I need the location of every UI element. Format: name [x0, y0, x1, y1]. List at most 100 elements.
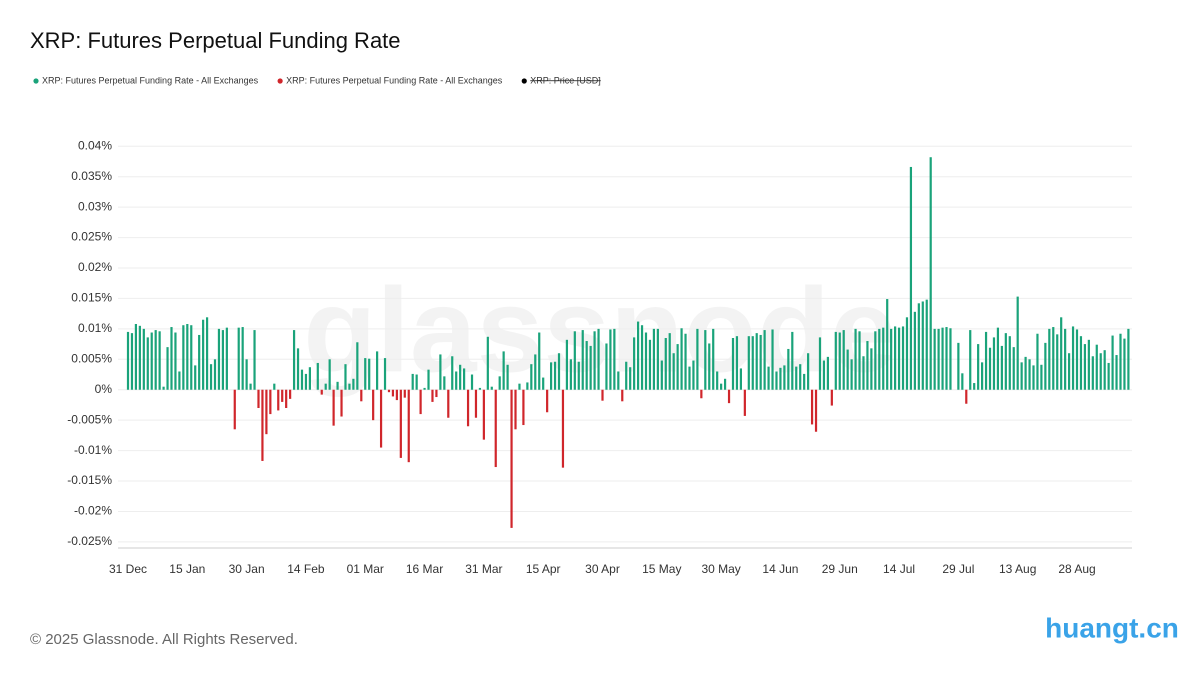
x-tick-label: 30 Jan — [229, 562, 265, 576]
bar — [194, 365, 197, 390]
legend-label: XRP: Futures Perpetual Funding Rate - Al… — [42, 75, 259, 85]
x-tick-label: 30 May — [701, 562, 740, 576]
bar — [807, 353, 810, 390]
bar — [949, 328, 952, 390]
bar — [518, 383, 521, 390]
bar — [731, 338, 735, 390]
bar — [383, 358, 387, 390]
bar — [894, 326, 897, 390]
bar — [534, 354, 537, 390]
bar — [810, 389, 814, 425]
bar — [605, 343, 608, 390]
bar — [984, 331, 988, 390]
legend-label: XRP: Futures Perpetual Funding Rate - Al… — [286, 75, 503, 85]
bar — [981, 362, 984, 390]
x-tick-label: 28 Aug — [1058, 562, 1095, 576]
bar — [704, 330, 707, 390]
bar — [423, 387, 426, 390]
bar — [771, 329, 774, 390]
bar — [739, 368, 742, 390]
bar — [577, 361, 580, 390]
bar — [1127, 328, 1130, 390]
bar — [660, 360, 663, 390]
legend-marker — [33, 78, 39, 84]
bar — [830, 389, 833, 406]
x-tick-label: 31 Dec — [109, 562, 147, 576]
bar — [652, 328, 656, 390]
bar — [874, 331, 877, 390]
bar — [277, 389, 280, 411]
bar — [316, 362, 319, 390]
bar — [921, 301, 924, 390]
bar — [708, 343, 711, 390]
bar — [909, 166, 913, 390]
bar — [459, 364, 462, 390]
bar — [1099, 353, 1102, 390]
bar — [901, 326, 905, 390]
bar — [795, 366, 798, 390]
bar — [767, 366, 770, 390]
bar — [617, 371, 620, 390]
bar — [561, 389, 565, 468]
bar — [755, 333, 758, 390]
bar — [862, 356, 865, 390]
x-tick-label: 29 Jul — [942, 562, 974, 576]
bar — [890, 328, 893, 390]
bar — [858, 331, 861, 390]
bar — [538, 332, 541, 390]
bar — [700, 389, 703, 399]
legend-label: XRP: Price [USD] — [530, 75, 601, 85]
bar — [573, 331, 576, 390]
bar — [336, 381, 339, 390]
bar — [973, 383, 976, 390]
bar — [834, 331, 837, 390]
bar — [419, 389, 422, 415]
bar — [292, 330, 296, 390]
bar — [1040, 364, 1043, 390]
bar — [680, 328, 683, 390]
bar — [613, 328, 616, 390]
bar — [427, 369, 430, 390]
bar — [1060, 317, 1063, 390]
bar — [202, 319, 205, 390]
bar — [154, 330, 157, 390]
bar — [455, 371, 458, 390]
bar — [945, 327, 948, 390]
bar — [447, 389, 450, 418]
bar — [609, 329, 612, 390]
bar — [668, 333, 671, 390]
bar — [1123, 338, 1126, 390]
bar — [1004, 333, 1007, 390]
x-tick-label: 31 Mar — [465, 562, 502, 576]
bar — [565, 339, 569, 390]
y-tick-label: 0.04% — [78, 138, 112, 152]
y-tick-label: 0.01% — [78, 321, 112, 335]
bar — [506, 364, 509, 390]
bar — [925, 299, 928, 390]
bar — [1083, 344, 1087, 390]
bar — [502, 351, 505, 390]
bar — [1056, 334, 1059, 390]
bar — [328, 359, 331, 390]
watermark: glassnode — [303, 264, 897, 398]
bar — [170, 327, 173, 390]
bar — [435, 389, 438, 398]
bar — [340, 389, 343, 417]
bar — [225, 327, 228, 390]
x-tick-label: 30 Apr — [585, 562, 620, 576]
bar — [929, 157, 932, 390]
bar — [977, 344, 980, 390]
bar — [379, 389, 383, 448]
x-tick-label: 15 Apr — [526, 562, 561, 576]
bar — [917, 303, 920, 390]
bar — [814, 389, 818, 432]
bar — [407, 389, 410, 463]
bar — [913, 311, 916, 390]
bar — [324, 383, 327, 390]
legend-marker — [521, 78, 527, 84]
y-tick-label: 0.02% — [78, 260, 112, 274]
bar — [625, 361, 628, 390]
site-watermark: huangt.cn — [1045, 612, 1179, 643]
bar — [644, 332, 648, 390]
bar — [799, 364, 802, 390]
